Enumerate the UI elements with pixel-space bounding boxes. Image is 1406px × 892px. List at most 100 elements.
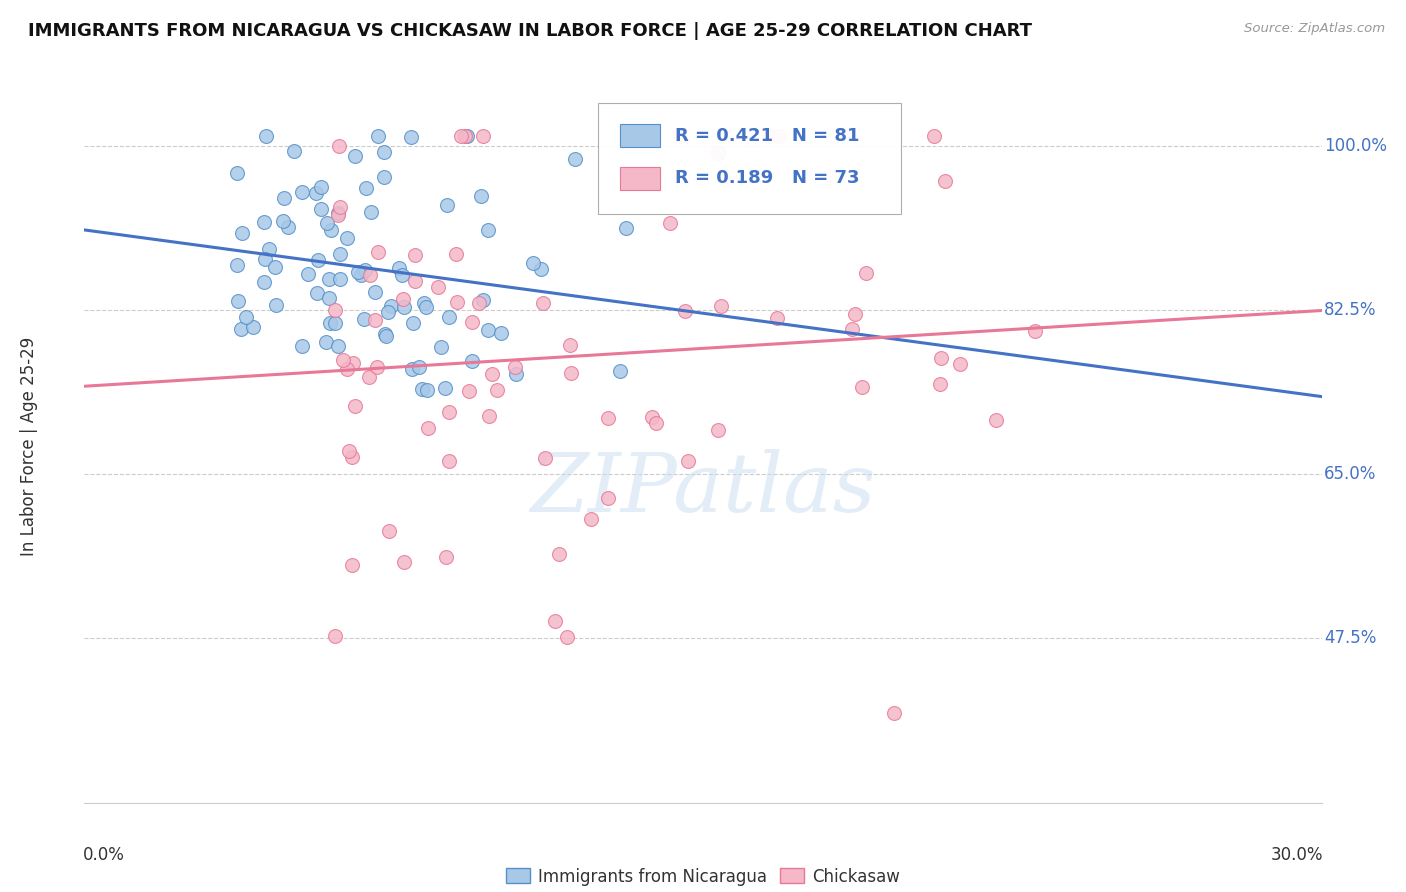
Point bbox=[641, 410, 664, 425]
Text: IMMIGRANTS FROM NICARAGUA VS CHICKASAW IN LABOR FORCE | AGE 25-29 CORRELATION CH: IMMIGRANTS FROM NICARAGUA VS CHICKASAW I… bbox=[28, 22, 1032, 40]
Point bbox=[478, 409, 501, 423]
Point bbox=[347, 265, 370, 279]
Point bbox=[318, 291, 340, 305]
Point bbox=[342, 558, 364, 572]
Point bbox=[411, 382, 433, 396]
Point bbox=[412, 296, 434, 310]
Point bbox=[416, 383, 439, 397]
Point bbox=[531, 296, 554, 310]
Text: 82.5%: 82.5% bbox=[1324, 301, 1376, 318]
Point bbox=[391, 292, 413, 306]
Point bbox=[374, 329, 396, 343]
Point bbox=[426, 280, 449, 294]
Point bbox=[315, 334, 337, 349]
Point bbox=[283, 145, 305, 159]
Point bbox=[343, 399, 366, 413]
Point bbox=[392, 555, 415, 569]
Point bbox=[323, 316, 346, 330]
Text: 47.5%: 47.5% bbox=[1324, 630, 1376, 648]
Point bbox=[564, 152, 586, 166]
Point bbox=[404, 274, 426, 288]
Point bbox=[676, 454, 699, 468]
Point bbox=[402, 316, 425, 330]
Point bbox=[477, 223, 499, 237]
Point bbox=[467, 296, 489, 310]
Point bbox=[364, 313, 387, 327]
Point bbox=[436, 198, 458, 212]
Point bbox=[340, 450, 363, 464]
Point bbox=[851, 380, 873, 394]
Point bbox=[883, 706, 905, 720]
Point bbox=[380, 299, 402, 313]
Point bbox=[328, 139, 350, 153]
Text: ZIPatlas: ZIPatlas bbox=[530, 449, 876, 529]
Point bbox=[437, 405, 460, 419]
Legend: Immigrants from Nicaragua, Chickasaw: Immigrants from Nicaragua, Chickasaw bbox=[501, 863, 905, 890]
Point bbox=[544, 614, 567, 628]
Point bbox=[485, 383, 508, 397]
FancyBboxPatch shape bbox=[598, 103, 901, 214]
Point bbox=[596, 410, 619, 425]
Point bbox=[307, 253, 329, 268]
Point bbox=[367, 244, 389, 259]
FancyBboxPatch shape bbox=[620, 167, 659, 190]
Point bbox=[934, 174, 956, 188]
Point bbox=[323, 629, 346, 643]
Point bbox=[291, 185, 314, 199]
Point bbox=[669, 129, 692, 144]
Point bbox=[254, 129, 277, 144]
Point bbox=[332, 353, 354, 368]
Point bbox=[263, 260, 285, 274]
Point bbox=[354, 181, 377, 195]
Point bbox=[446, 294, 468, 309]
Point bbox=[437, 310, 460, 324]
Point bbox=[388, 261, 411, 276]
Point bbox=[329, 247, 352, 261]
Point bbox=[614, 220, 637, 235]
Point bbox=[458, 384, 481, 399]
Point bbox=[766, 311, 789, 326]
Point bbox=[949, 357, 972, 371]
Point bbox=[329, 272, 352, 286]
Point bbox=[226, 294, 249, 309]
Point bbox=[560, 366, 582, 380]
Point bbox=[271, 214, 294, 228]
Point bbox=[415, 300, 437, 314]
Point bbox=[305, 285, 328, 300]
Point bbox=[644, 416, 666, 430]
Point bbox=[311, 202, 333, 216]
Point bbox=[454, 129, 477, 144]
Point bbox=[360, 204, 382, 219]
Point bbox=[658, 216, 681, 230]
Point bbox=[319, 223, 342, 237]
Text: 65.0%: 65.0% bbox=[1324, 465, 1376, 483]
Point bbox=[366, 360, 388, 375]
Point bbox=[337, 444, 360, 458]
Point bbox=[503, 359, 526, 374]
Point bbox=[353, 311, 375, 326]
Point bbox=[253, 215, 276, 229]
Point bbox=[231, 226, 253, 240]
Point bbox=[548, 547, 571, 561]
Point bbox=[470, 189, 492, 203]
Point bbox=[439, 454, 461, 468]
Point bbox=[316, 215, 339, 229]
Point bbox=[329, 200, 352, 214]
Point bbox=[416, 421, 439, 435]
Point bbox=[253, 275, 276, 289]
Point bbox=[855, 266, 877, 280]
Point bbox=[456, 129, 478, 144]
Point bbox=[297, 268, 319, 282]
Point bbox=[759, 129, 782, 144]
Point bbox=[450, 129, 472, 144]
Point bbox=[460, 315, 482, 329]
Point bbox=[444, 247, 467, 261]
Point bbox=[984, 413, 1007, 427]
Point bbox=[434, 381, 457, 395]
Point bbox=[350, 268, 373, 282]
Point bbox=[291, 339, 314, 353]
Point bbox=[336, 362, 359, 376]
Point bbox=[430, 340, 453, 354]
Point bbox=[359, 268, 381, 282]
Point bbox=[235, 310, 257, 324]
